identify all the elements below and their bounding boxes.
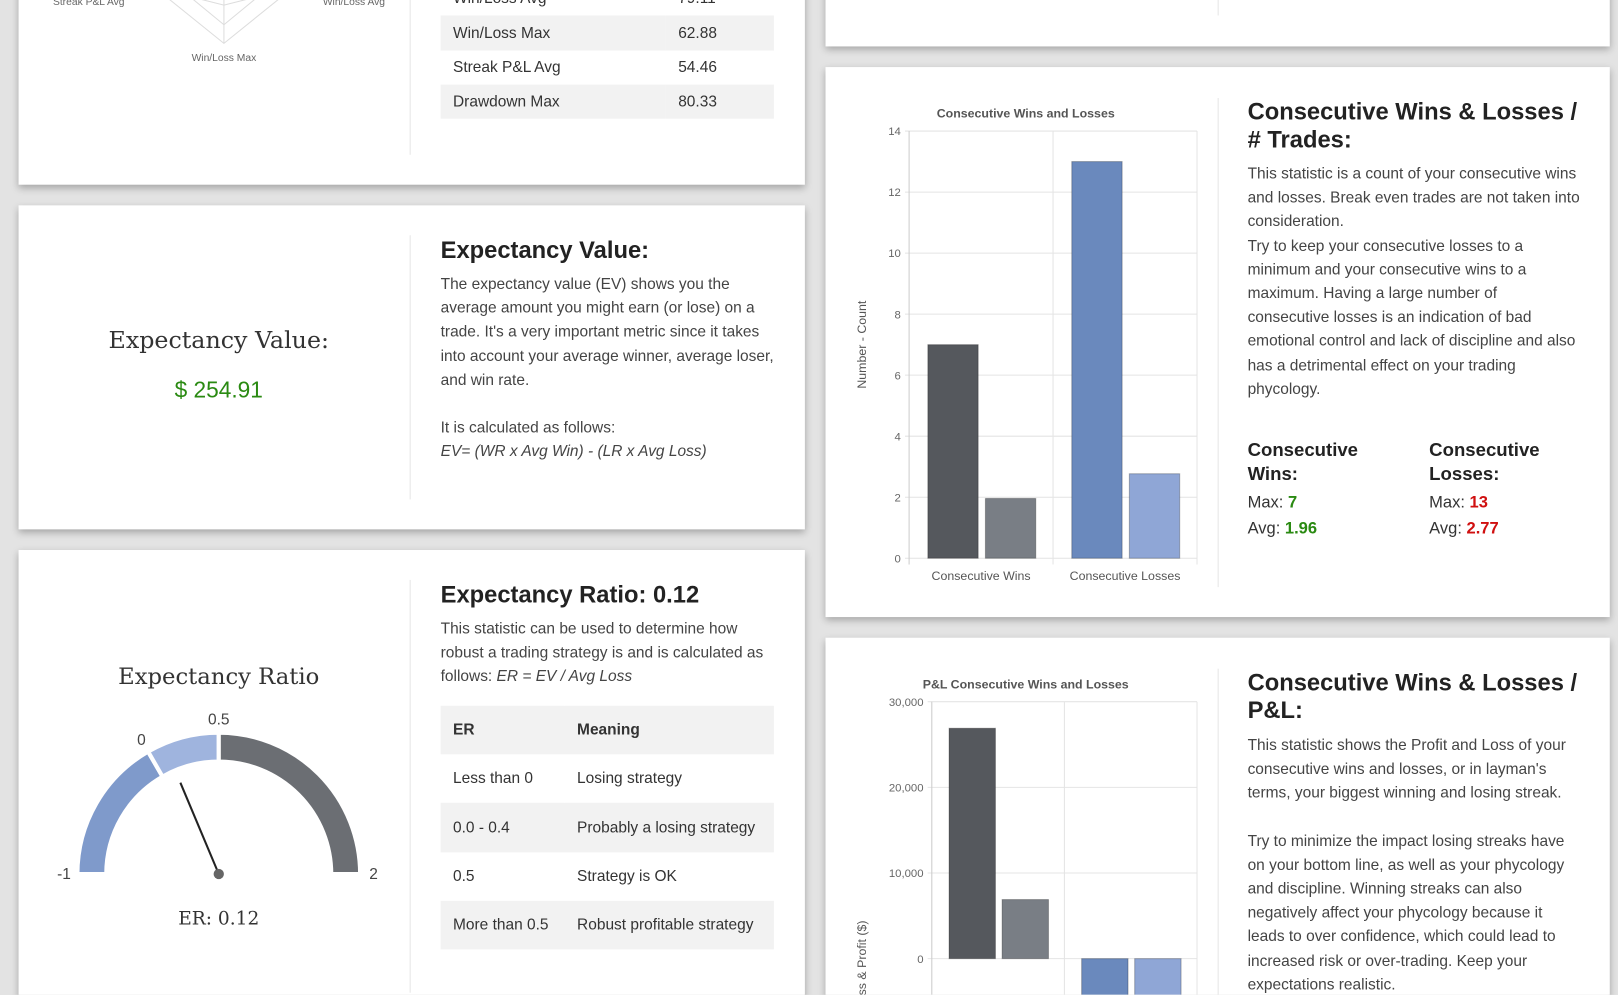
cell: 54.46 (678, 58, 717, 77)
divider (409, 0, 411, 155)
stat-value: 7 (1287, 494, 1298, 512)
stat-key: Max: (1247, 494, 1284, 512)
heading: Expectancy Ratio: 0.12 (440, 580, 700, 608)
ev-value: $ 254.91 (174, 376, 263, 403)
radar-card: Win/Loss Avg79.11 Win/Loss Max 62.88 Stre… (18, 0, 805, 185)
row: Streak P&L Avg 54.46 (441, 51, 774, 85)
formula: EV= (WR x Avg Win) - (LR x Avg Loss) (440, 442, 707, 461)
cell: Strategy is OK (577, 867, 677, 886)
row: 0.5 Strategy is OK (441, 852, 774, 900)
paragraph: This statistic is a count of your consec… (1247, 165, 1580, 231)
divider (1217, 668, 1219, 995)
cell: Drawdown Max (453, 92, 560, 111)
stat-value: 13 (1469, 494, 1488, 512)
expectancy-value-card: Expectancy Value: $ 254.91 Expectancy Va… (18, 205, 805, 530)
cell: 80.33 (678, 92, 717, 111)
wins-stats: Consecutive Wins: Max: 7 Avg: 1.96 (1248, 439, 1392, 539)
cell: 79.11 (666, 0, 774, 15)
heading: Consecutive Wins & Losses / # Trades: (1247, 98, 1578, 153)
heading: Consecutive Wins & Losses / P&L: (1247, 668, 1578, 724)
row: More than 0.5 Robust profitable strategy (440, 900, 774, 950)
cell: 0.0 - 0.4 (453, 818, 510, 837)
consecutive-count-card: Consecutive Wins & Losses / # Trades: Th… (825, 67, 1610, 618)
cell: 62.88 (678, 24, 717, 42)
paragraph: This statistic can be used to determine … (440, 620, 764, 686)
formula: ER = EV / Avg Loss (496, 668, 633, 686)
stat-value: 1.96 (1284, 520, 1318, 538)
cell: More than 0.5 (453, 916, 549, 934)
stat-key: Avg: (1247, 520, 1281, 538)
expectancy-ratio-card: Expectancy Ratio: 0.12 This statistic ca… (18, 550, 805, 995)
row: Win/Loss Max 62.88 (440, 15, 774, 51)
stat-label: Consecutive Losses: (1429, 439, 1540, 484)
cell: Win/Loss Max (453, 24, 551, 42)
cell: Win/Loss Avg (441, 0, 666, 15)
er-table: ER Meaning Less than 0 Losing strategy 0.0… (440, 705, 774, 950)
divider (1217, 0, 1219, 16)
cell: Probably a losing strategy (577, 818, 756, 837)
stats-table: Win/Loss Avg79.11 Win/Loss Max 62.88 Stre… (440, 0, 774, 119)
row: Less than 0 Losing strategy (441, 754, 774, 802)
header-row: ER Meaning (440, 705, 774, 755)
row: Win/Loss Avg79.11 (441, 0, 774, 15)
header-cell: ER (453, 721, 475, 739)
divider (409, 235, 411, 500)
paragraph: It is calculated as follows: (440, 418, 616, 437)
cell: Robust profitable strategy (577, 916, 754, 934)
description: This statistic shows the Profit and Loss… (1248, 734, 1580, 995)
description: This statistic is a count of your consec… (1248, 162, 1580, 401)
losses-stats: Consecutive Losses: Max: 13 Avg: 2.77 (1429, 439, 1573, 539)
paragraph: Try to minimize the impact losing streak… (1247, 832, 1565, 994)
stat-key: Avg: (1429, 520, 1462, 538)
heading: Expectancy Value: (440, 236, 650, 264)
consecutive-pnl-card: Consecutive Wins & Losses / P&L: This st… (825, 637, 1610, 995)
stat-key: Max: (1429, 494, 1465, 512)
header-cell: Meaning (577, 721, 640, 739)
ev-title: Expectancy Value: (108, 327, 329, 354)
paragraph: Try to keep your consecutive losses to a… (1247, 236, 1576, 399)
divider (409, 579, 411, 993)
description: The expectancy value (EV) shows you the … (441, 272, 776, 463)
paragraph: This statistic shows the Profit and Loss… (1247, 736, 1566, 803)
top-right-card (825, 0, 1610, 47)
paragraph: The expectancy value (EV) shows you the … (440, 275, 774, 389)
row: Drawdown Max 80.33 (440, 84, 774, 119)
stat-value: 2.77 (1466, 520, 1499, 538)
cell: Streak P&L Avg (453, 58, 561, 77)
cell: Less than 0 (453, 769, 534, 788)
stat-label: Consecutive Wins: (1247, 439, 1359, 484)
cell: Losing strategy (577, 769, 683, 788)
divider (1217, 98, 1219, 588)
row: 0.0 - 0.4 Probably a losing strategy (440, 802, 774, 853)
cell: 0.5 (453, 867, 475, 886)
